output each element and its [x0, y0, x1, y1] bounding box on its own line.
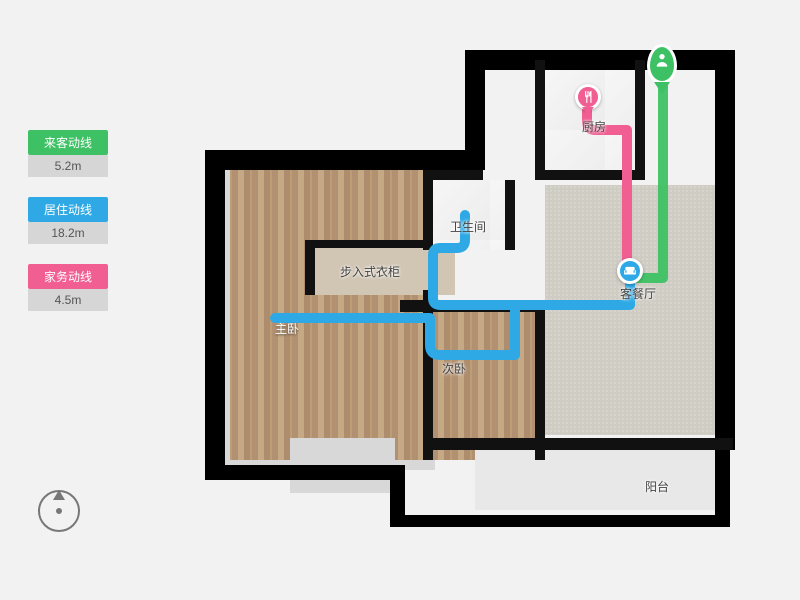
wall [505, 180, 515, 250]
wall [535, 60, 545, 180]
compass-icon [38, 490, 80, 532]
legend-chore-title: 家务动线 [28, 264, 108, 289]
room-label-master: 主卧 [275, 320, 299, 337]
room-label-living: 客餐厅 [620, 285, 656, 302]
wall [715, 440, 730, 525]
room-label-closet: 步入式衣柜 [340, 263, 400, 280]
legend-living-value: 18.2m [28, 222, 108, 244]
wall [423, 170, 433, 250]
legend: 来客动线 5.2m 居住动线 18.2m 家务动线 4.5m [28, 130, 108, 331]
kitchen-pin-icon [575, 84, 601, 110]
wall [465, 50, 735, 70]
entry-pin-icon [647, 44, 677, 84]
wall [205, 465, 405, 480]
room-label-kitchen: 厨房 [582, 118, 606, 135]
flow-lines [175, 30, 475, 180]
room-label-bath: 卫生间 [450, 218, 486, 235]
floor-plan: 主卧 步入式衣柜 卫生间次卧 厨房客餐厅阳台 [175, 30, 765, 560]
legend-guest: 来客动线 5.2m [28, 130, 108, 177]
legend-living-title: 居住动线 [28, 197, 108, 222]
wall [535, 300, 545, 460]
wall [305, 240, 315, 295]
wall [205, 150, 225, 475]
wall [433, 438, 733, 450]
living-pin-icon [617, 258, 643, 284]
legend-chore: 家务动线 4.5m [28, 264, 108, 311]
wall [390, 515, 730, 527]
wall [535, 170, 635, 180]
legend-guest-value: 5.2m [28, 155, 108, 177]
wall [305, 240, 425, 248]
legend-chore-value: 4.5m [28, 289, 108, 311]
legend-living: 居住动线 18.2m [28, 197, 108, 244]
wall [715, 50, 735, 450]
legend-guest-title: 来客动线 [28, 130, 108, 155]
room-label-balcony: 阳台 [645, 478, 669, 495]
wall [635, 60, 645, 180]
room-balcony [475, 450, 715, 510]
room-label-second: 次卧 [442, 360, 466, 377]
